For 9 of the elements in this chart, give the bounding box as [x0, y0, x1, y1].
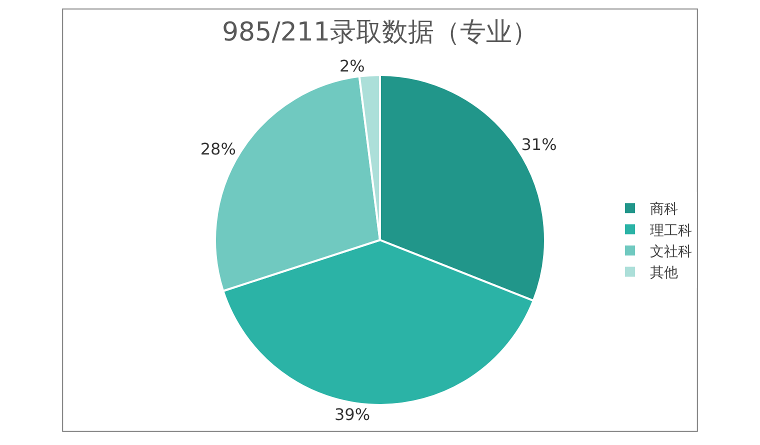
chart-title: 985/211录取数据（专业） — [222, 17, 538, 48]
data-label: 28% — [200, 139, 236, 158]
legend-label: 商科 — [650, 202, 678, 218]
legend-label: 理工科 — [650, 222, 692, 239]
data-label: 39% — [334, 404, 370, 424]
legend-label: 其他 — [650, 265, 678, 282]
data-label: 2% — [340, 56, 365, 76]
legend-label: 文社科 — [650, 244, 692, 260]
data-label: 31% — [521, 134, 557, 154]
